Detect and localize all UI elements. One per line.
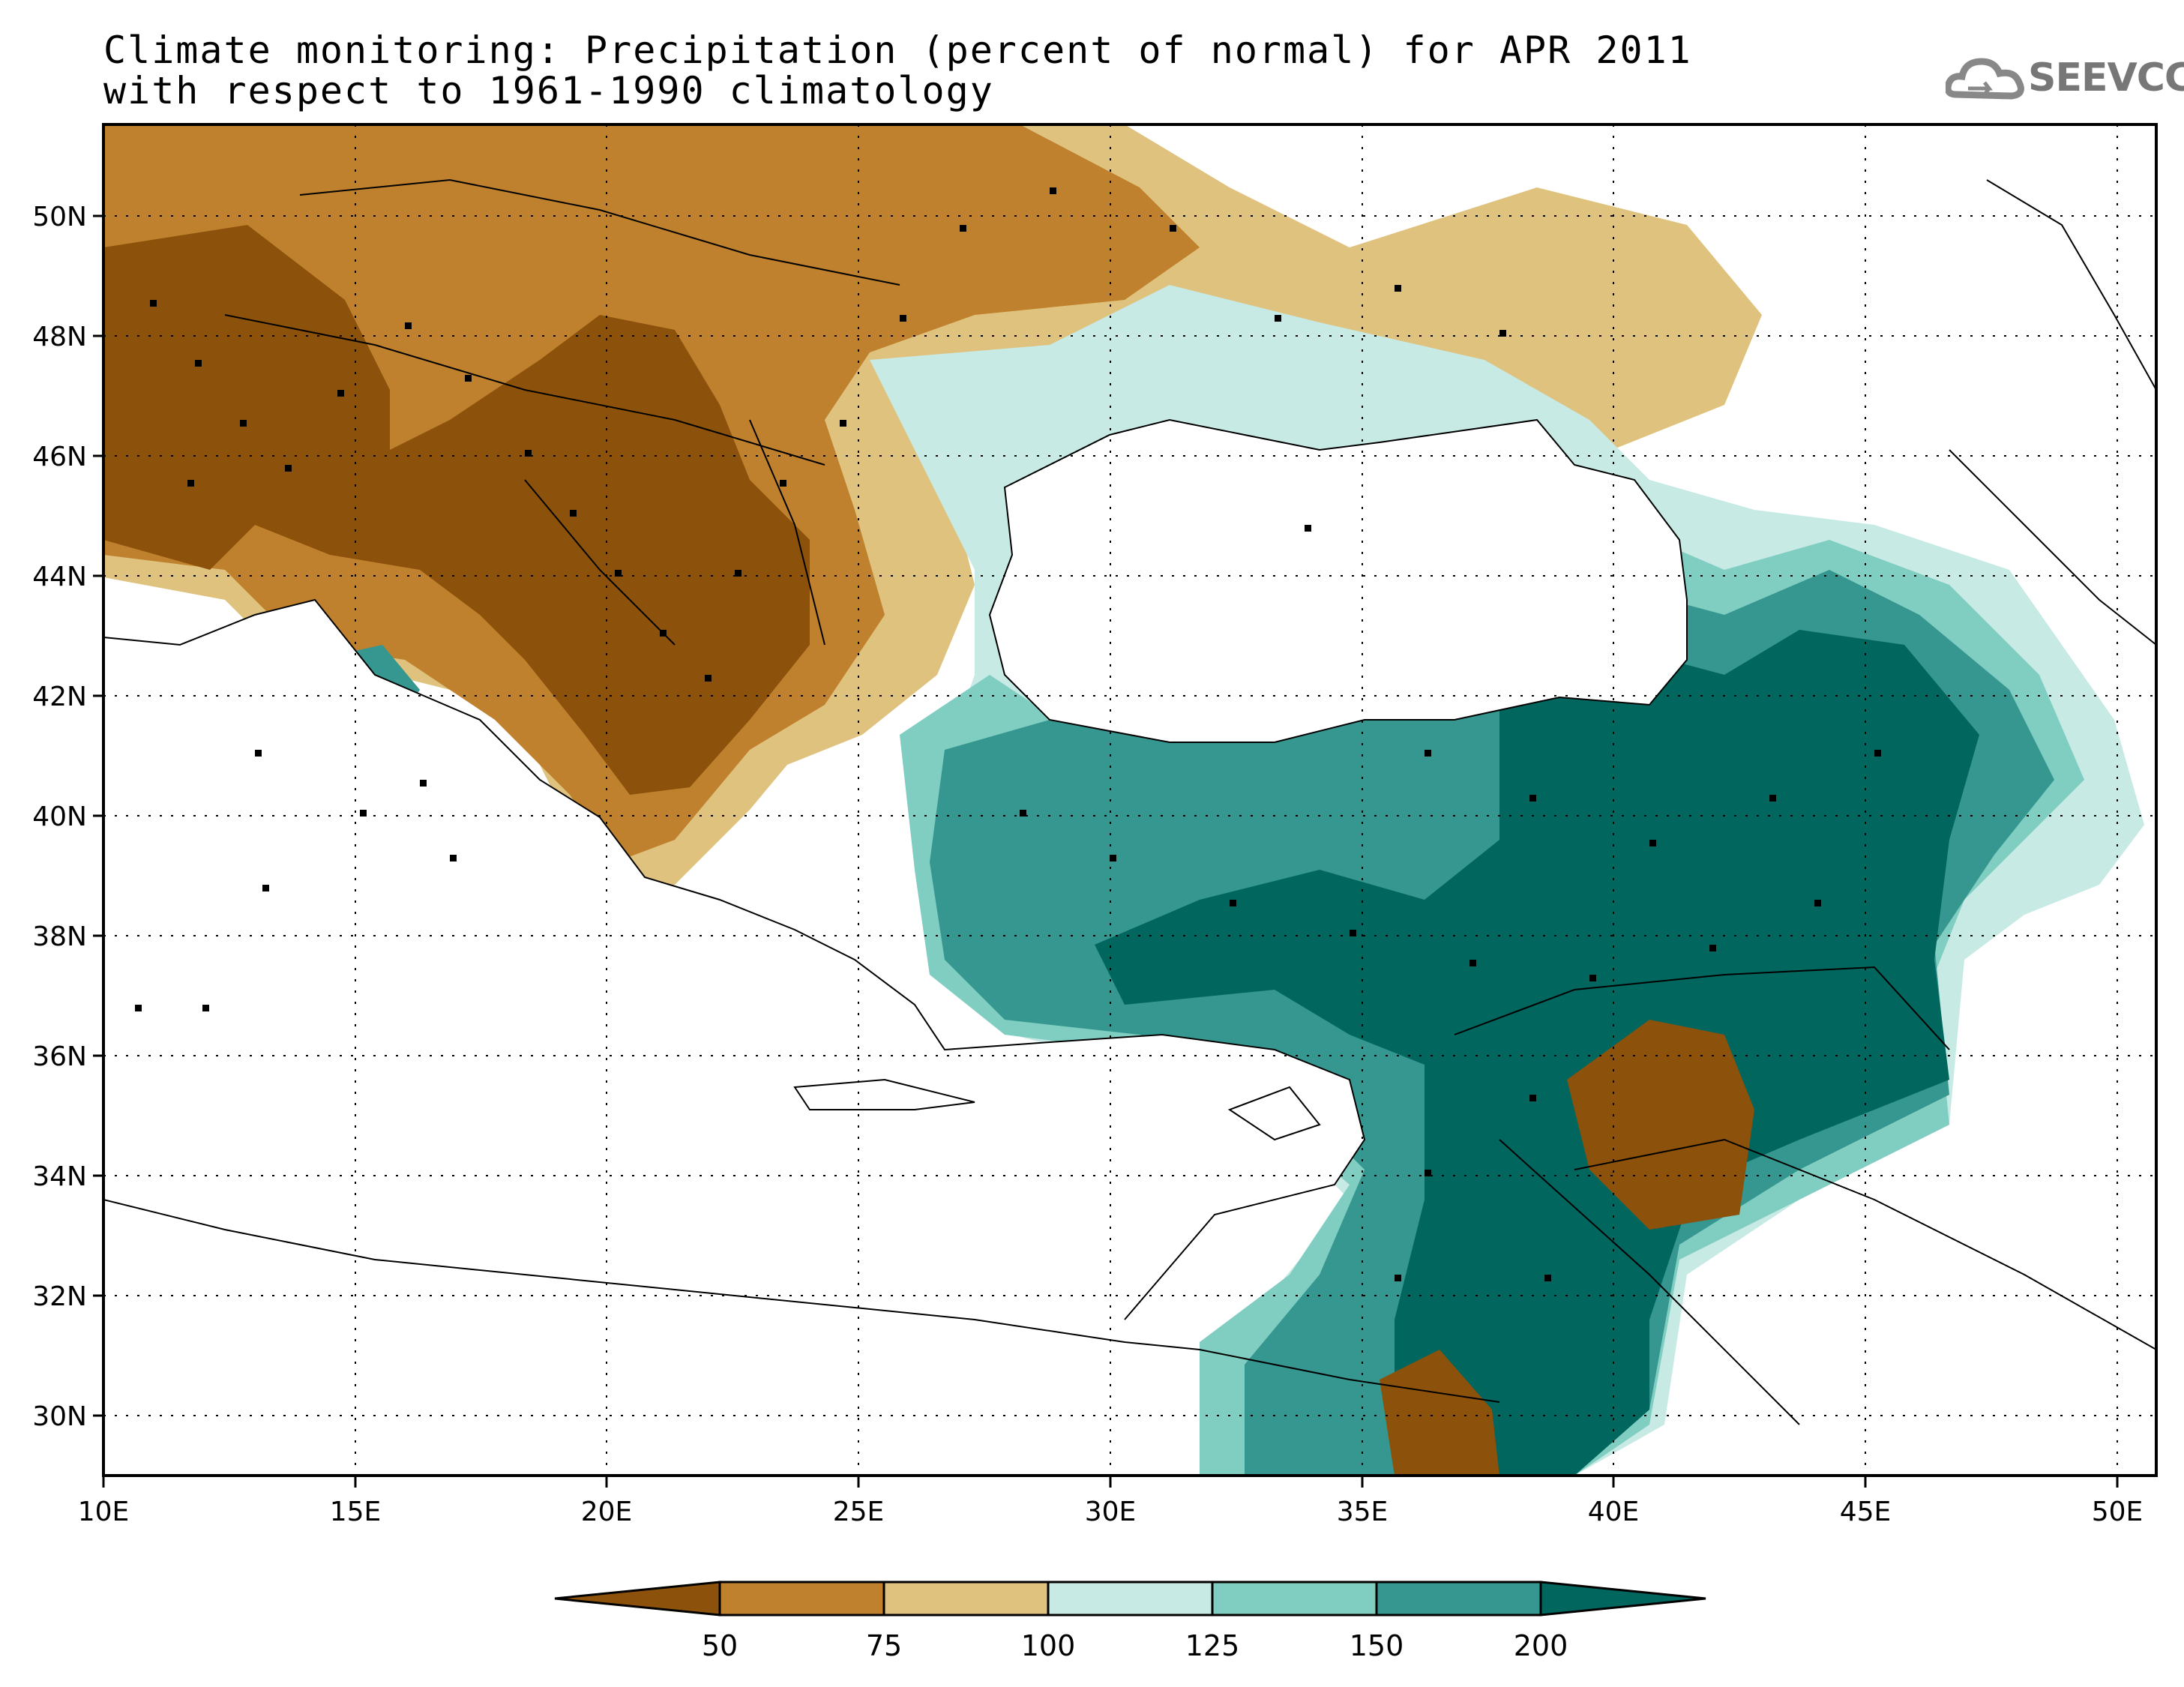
colorbar-label: 125: [1185, 1629, 1240, 1662]
colorbar-segment: [882, 1581, 1050, 1617]
lat-tick-label: 36N: [32, 1041, 87, 1072]
lon-tick-label: 40E: [1588, 1497, 1640, 1527]
lat-tick-label: 30N: [32, 1401, 87, 1432]
colorbar-segment: [554, 1581, 721, 1617]
colorbar-label: 100: [1021, 1629, 1076, 1662]
lon-tick-label: 35E: [1337, 1497, 1389, 1527]
colorbar-segment: [1375, 1581, 1542, 1617]
colorbar-label: 150: [1350, 1629, 1404, 1662]
lon-labels: 10E 15E 20E 25E 30E 35E 40E 45E 50E: [78, 1497, 2144, 1527]
colorbar-label: 50: [702, 1629, 738, 1662]
black-sea: [990, 420, 1687, 742]
lat-tick-label: 32N: [32, 1281, 87, 1312]
map-frame: [102, 123, 2158, 1477]
cloud-icon: [1944, 58, 2024, 100]
field-above-200: [1095, 630, 1979, 1476]
lon-tick-label: 30E: [1085, 1497, 1137, 1527]
map-title: Climate monitoring: Precipitation (perce…: [103, 28, 1692, 72]
lon-tick-label: 50E: [2092, 1497, 2144, 1527]
lon-tick-label: 10E: [78, 1497, 130, 1527]
lon-tick-label: 25E: [833, 1497, 885, 1527]
lat-tick-label: 44N: [32, 562, 87, 592]
lat-tick-label: 40N: [32, 802, 87, 832]
lat-tick-label: 48N: [32, 322, 87, 352]
graticule: [103, 124, 2156, 1476]
lat-tick-label: 38N: [32, 921, 87, 952]
lat-labels: 30N 32N 34N 36N 38N 40N 42N 44N 46N 48N …: [32, 202, 87, 1432]
map-subtitle: with respect to 1961-1990 climatology: [103, 69, 994, 112]
colorbar-label: 200: [1514, 1629, 1568, 1662]
lat-tick-label: 42N: [32, 682, 87, 712]
field-below-50: [103, 225, 810, 795]
colorbar-segment: [1047, 1581, 1214, 1617]
lat-tick-label: 46N: [32, 442, 87, 472]
lat-tick-label: 50N: [32, 202, 87, 232]
seevccc-logo: SEEVCCC: [1944, 49, 2184, 109]
precipitation-field: [103, 124, 2144, 1476]
colorbar-segment: [1211, 1581, 1378, 1617]
colorbar: [554, 1581, 1706, 1617]
tick-marks: [93, 214, 2119, 1488]
lon-tick-label: 45E: [1840, 1497, 1892, 1527]
coastlines: [103, 178, 2156, 1425]
colorbar-label: 75: [866, 1629, 902, 1662]
mediterranean-sea: [103, 600, 1365, 1320]
station-markers: [135, 187, 1881, 1281]
colorbar-segment: [718, 1581, 885, 1617]
lat-tick-label: 34N: [32, 1161, 87, 1192]
lon-tick-label: 20E: [581, 1497, 633, 1527]
logo-text: SEEVCCC: [2028, 55, 2184, 100]
colorbar-segment: [1539, 1581, 1706, 1617]
colorbar-labels: 50 75 100 125 150 200: [702, 1629, 1568, 1662]
lon-tick-label: 15E: [330, 1497, 382, 1527]
